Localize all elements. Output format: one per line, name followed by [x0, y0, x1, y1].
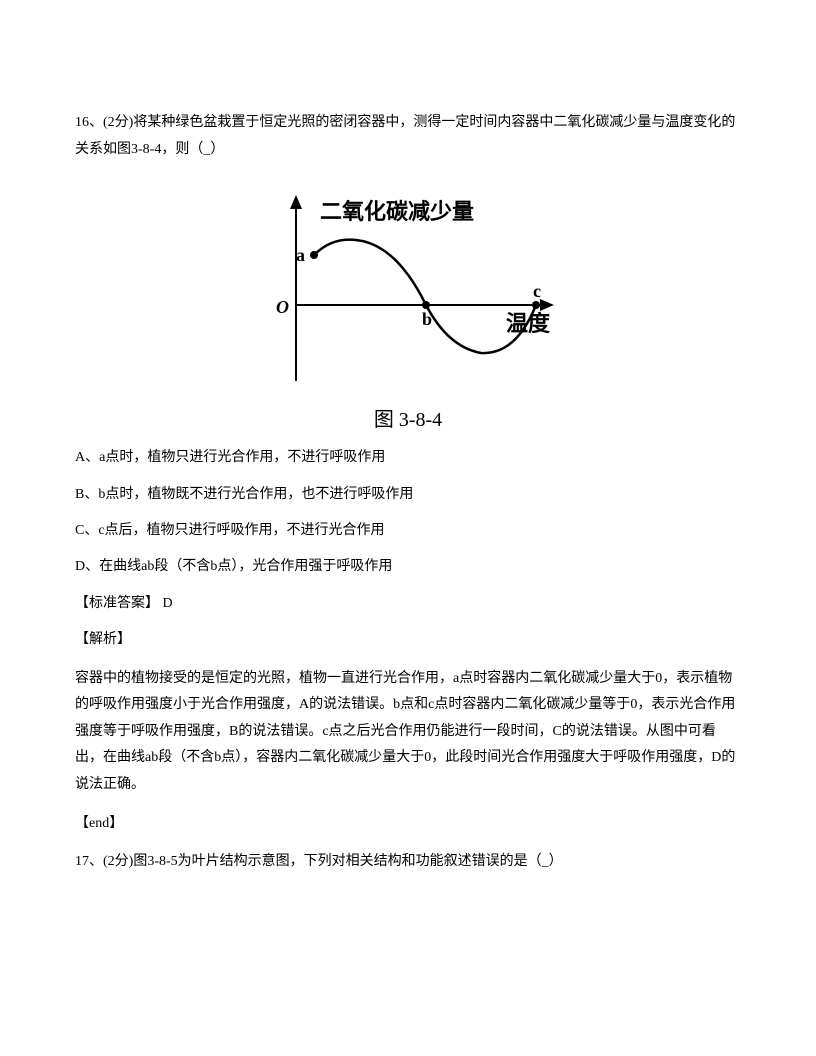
option-c: C、c点后，植物只进行呼吸作用，不进行光合作用 — [75, 520, 741, 542]
svg-text:二氧化碳减少量: 二氧化碳减少量 — [320, 199, 474, 224]
option-b: B、b点时，植物既不进行光合作用，也不进行呼吸作用 — [75, 484, 741, 506]
question-16-stem: 16、(2分)将某种绿色盆栽置于恒定光照的密闭容器中，测得一定时间内容器中二氧化… — [75, 110, 741, 163]
svg-text:a: a — [296, 245, 305, 265]
option-a: A、a点时，植物只进行光合作用，不进行呼吸作用 — [75, 447, 741, 469]
end-label: 【end】 — [75, 813, 741, 835]
analysis-text: 容器中的植物接受的是恒定的光照，植物一直进行光合作用，a点时容器内二氧化碳减少量… — [75, 666, 741, 799]
svg-text:b: b — [422, 309, 432, 329]
chart-figure-3-8-4: 二氧化碳减少量温度 Oa b c 图 3-8-4 — [75, 183, 741, 432]
svg-text:c: c — [533, 281, 541, 301]
analysis-label: 【解析】 — [75, 629, 741, 651]
svg-text:O: O — [276, 297, 289, 317]
chart-svg: 二氧化碳减少量温度 Oa b c — [228, 183, 588, 393]
chart-caption: 图 3-8-4 — [374, 403, 442, 432]
option-d: D、在曲线ab段（不含b点），光合作用强于呼吸作用 — [75, 556, 741, 578]
question-17-stem: 17、(2分)图3-8-5为叶片结构示意图，下列对相关结构和功能叙述错误的是（_… — [75, 849, 741, 876]
svg-text:温度: 温度 — [506, 311, 551, 336]
answer-label: 【标准答案】 D — [75, 593, 741, 615]
